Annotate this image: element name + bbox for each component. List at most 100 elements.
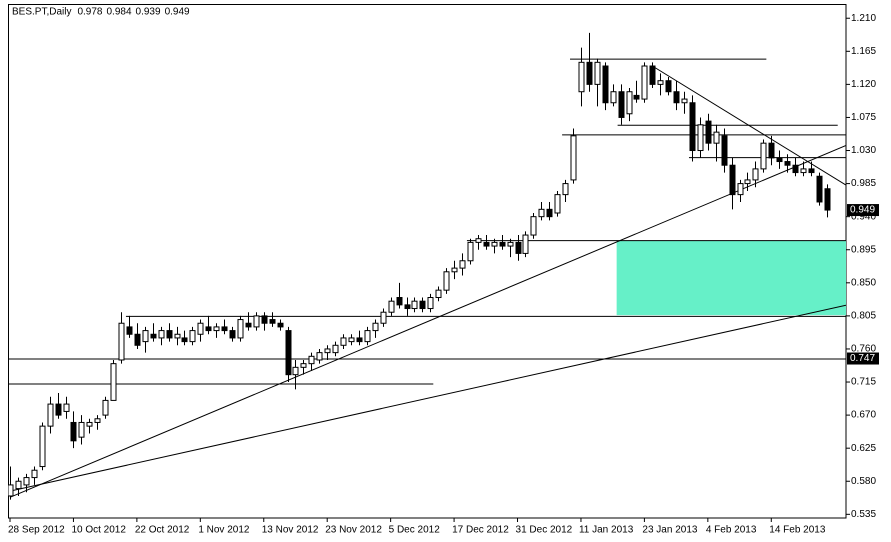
candle-body bbox=[308, 355, 315, 365]
candle-body bbox=[681, 98, 688, 104]
x-tick-label: 28 Sep 2012 bbox=[8, 525, 65, 536]
candle-body bbox=[221, 326, 228, 332]
candle-body bbox=[760, 142, 767, 170]
candle-body bbox=[47, 403, 54, 427]
candle-body bbox=[150, 333, 157, 339]
target-zone bbox=[616, 240, 846, 316]
candle-body bbox=[768, 142, 775, 159]
y-tick-label: 0.670 bbox=[851, 410, 876, 421]
candle-body bbox=[800, 168, 807, 174]
candle-body bbox=[491, 241, 498, 247]
candle-body bbox=[554, 194, 561, 214]
x-tick-label: 11 Jan 2013 bbox=[579, 525, 634, 536]
x-tick-label: 23 Nov 2012 bbox=[325, 525, 382, 536]
candle-body bbox=[340, 337, 347, 346]
y-tick-label: 0.580 bbox=[851, 476, 876, 487]
y-tick-label: 0.715 bbox=[851, 377, 876, 388]
chart-title: BES.PT,Daily bbox=[12, 7, 71, 18]
candle-body bbox=[689, 102, 696, 152]
candle-body bbox=[419, 300, 426, 310]
trend-line bbox=[652, 65, 846, 186]
candle-body bbox=[332, 344, 339, 354]
y-tick-label: 0.760 bbox=[851, 344, 876, 355]
candle-body bbox=[245, 322, 252, 328]
candle-body bbox=[285, 330, 292, 376]
candle-body bbox=[174, 333, 181, 339]
candle-body bbox=[134, 333, 141, 346]
candle-body bbox=[626, 91, 633, 115]
candle-body bbox=[784, 161, 791, 166]
candle-body bbox=[269, 319, 276, 324]
candle-body bbox=[507, 241, 514, 247]
candle-body bbox=[475, 238, 482, 243]
candle-body bbox=[641, 65, 648, 100]
candle-body bbox=[126, 326, 133, 335]
x-tick-label: 22 Oct 2012 bbox=[135, 525, 190, 536]
trend-line bbox=[9, 144, 846, 498]
candle-body bbox=[277, 322, 284, 328]
candle-body bbox=[570, 135, 577, 181]
ohlc-value: 0.939 bbox=[136, 7, 161, 18]
candle-body bbox=[213, 326, 220, 332]
candle-body bbox=[665, 80, 672, 93]
candle-body bbox=[808, 168, 815, 174]
candle-body bbox=[657, 80, 664, 85]
candle-body bbox=[705, 120, 712, 144]
candle-body bbox=[316, 352, 323, 361]
candle-body bbox=[197, 322, 204, 335]
candle-body bbox=[253, 315, 260, 328]
x-tick-label: 4 Feb 2013 bbox=[706, 525, 757, 536]
candle-body bbox=[404, 304, 411, 310]
candle-body bbox=[633, 94, 640, 100]
candle-body bbox=[63, 403, 70, 412]
candle-body bbox=[380, 311, 387, 324]
candle-body bbox=[229, 330, 236, 339]
x-tick-label: 14 Feb 2013 bbox=[769, 525, 826, 536]
candle-body bbox=[737, 183, 744, 196]
x-tick-label: 13 Nov 2012 bbox=[262, 525, 319, 536]
candle-body bbox=[15, 480, 22, 490]
candle-body bbox=[649, 65, 656, 85]
candle-body bbox=[166, 330, 173, 339]
candle-body bbox=[578, 61, 585, 93]
candle-body bbox=[673, 91, 680, 104]
candle-body bbox=[594, 61, 601, 85]
y-tick-label: 0.985 bbox=[851, 178, 876, 189]
candle-body bbox=[816, 175, 823, 203]
candle-body bbox=[292, 366, 299, 376]
candle-body bbox=[435, 289, 442, 299]
candle-body bbox=[610, 91, 617, 104]
candle-body bbox=[70, 421, 77, 442]
x-tick-label: 17 Dec 2012 bbox=[452, 525, 509, 536]
candle-body bbox=[372, 322, 379, 332]
plot bbox=[8, 32, 846, 500]
x-tick-label: 31 Dec 2012 bbox=[516, 525, 573, 536]
y-tick-label: 1.210 bbox=[851, 13, 876, 24]
candle-body bbox=[721, 135, 728, 166]
candle-body bbox=[55, 403, 62, 416]
candle-body bbox=[467, 241, 474, 262]
candle-body bbox=[110, 363, 117, 401]
candle-body bbox=[697, 124, 704, 152]
candle-body bbox=[443, 271, 450, 291]
candle-body bbox=[205, 326, 212, 332]
y-tick-label: 1.030 bbox=[851, 145, 876, 156]
candle-body bbox=[522, 234, 529, 254]
y-tick-label: 0.625 bbox=[851, 443, 876, 454]
candle-body bbox=[324, 348, 331, 354]
candle-body bbox=[181, 337, 188, 343]
candle-body bbox=[744, 179, 751, 185]
ohlc-value: 0.978 bbox=[77, 7, 102, 18]
candle-body bbox=[356, 337, 363, 343]
x-tick-label: 5 Dec 2012 bbox=[389, 525, 441, 536]
price-label: 0.747 bbox=[850, 353, 875, 364]
candle-body bbox=[562, 183, 569, 196]
ohlc-value: 0.984 bbox=[107, 7, 132, 18]
candle-body bbox=[483, 241, 490, 247]
candle-body bbox=[261, 315, 268, 324]
candle-body bbox=[237, 319, 244, 339]
x-tick-label: 23 Jan 2013 bbox=[642, 525, 697, 536]
candle-body bbox=[776, 157, 783, 163]
candle-body bbox=[618, 91, 625, 118]
candle-body bbox=[348, 337, 355, 343]
